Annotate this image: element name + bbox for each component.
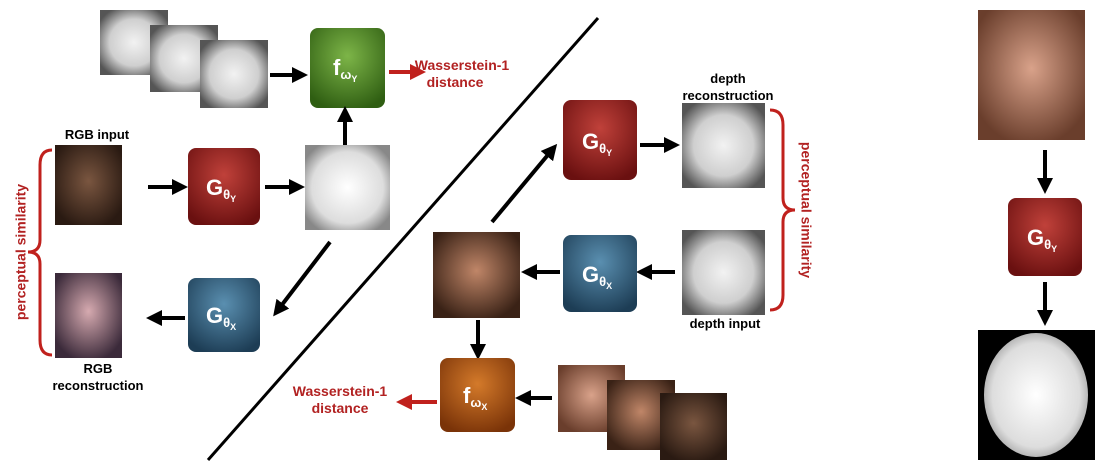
perceptual-label: perceptual similarity xyxy=(13,184,29,320)
arrow xyxy=(492,150,552,222)
rgb-recon-label: RGB xyxy=(84,361,113,376)
generator-box xyxy=(563,100,637,180)
depth-image xyxy=(305,145,390,230)
diagram: fωY Wasserstein-1 distance RGB input GθY… xyxy=(0,0,1105,461)
face-image xyxy=(978,10,1085,140)
rgb-recon-label: reconstruction xyxy=(52,378,143,393)
wasserstein-label: distance xyxy=(312,400,369,416)
depth-image xyxy=(682,103,765,188)
depth-input-label: depth input xyxy=(690,316,761,331)
face-image xyxy=(55,273,122,358)
face-image xyxy=(55,145,122,225)
bracket xyxy=(770,110,795,310)
face-image xyxy=(433,232,520,318)
depth-recon-label: reconstruction xyxy=(682,88,773,103)
depth-stack xyxy=(100,10,268,108)
face-stack xyxy=(558,365,727,460)
rgb-input-label: RGB input xyxy=(65,127,130,142)
wasserstein-label: Wasserstein-1 xyxy=(293,383,388,399)
wasserstein-label: distance xyxy=(427,74,484,90)
wasserstein-label: Wasserstein-1 xyxy=(415,57,510,73)
depth-image xyxy=(682,230,765,315)
depth-face xyxy=(984,333,1088,457)
perceptual-label: perceptual similarity xyxy=(798,142,814,278)
depth-recon-label: depth xyxy=(710,71,745,86)
arrow xyxy=(278,242,330,310)
bracket xyxy=(28,150,52,355)
